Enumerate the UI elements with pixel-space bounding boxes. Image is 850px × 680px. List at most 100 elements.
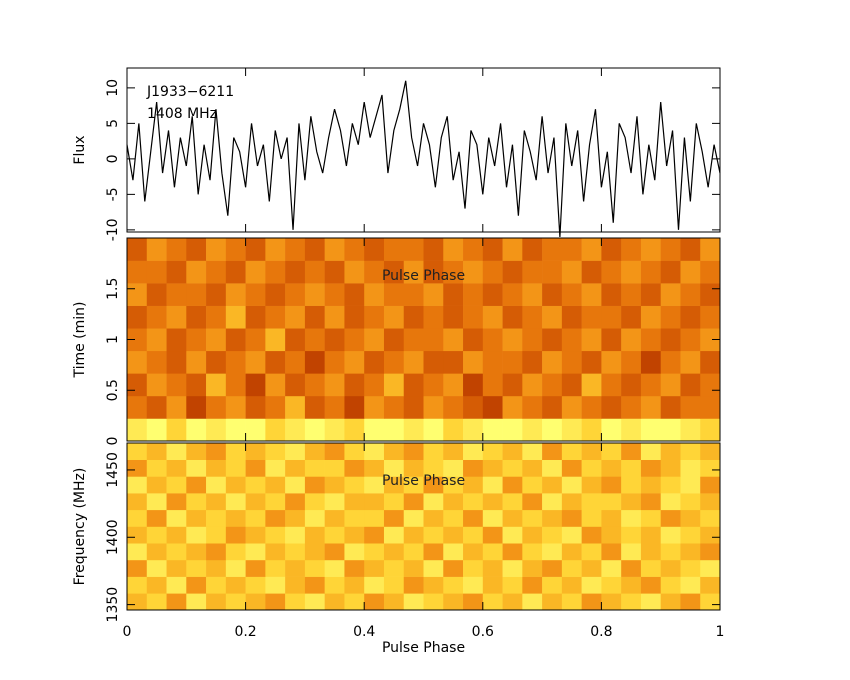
heat-cell bbox=[304, 283, 325, 306]
heat-cell bbox=[522, 476, 543, 494]
y-axis-label: Flux bbox=[72, 135, 88, 164]
heat-cell bbox=[324, 459, 345, 477]
heat-cell bbox=[522, 350, 543, 374]
heat-cell bbox=[502, 459, 523, 477]
heat-cell bbox=[324, 418, 345, 442]
heat-cell bbox=[186, 350, 207, 374]
heat-cell bbox=[542, 443, 563, 460]
heat-cell bbox=[206, 350, 227, 374]
heat-cell bbox=[463, 443, 484, 460]
heat-cell bbox=[463, 328, 484, 352]
heat-cell bbox=[186, 476, 207, 494]
heat-cell bbox=[601, 443, 622, 460]
heat-cell bbox=[601, 328, 622, 352]
heat-cell bbox=[285, 418, 306, 442]
heat-cell bbox=[285, 509, 306, 527]
heat-cell bbox=[542, 593, 563, 611]
heat-cell bbox=[186, 395, 207, 419]
heat-cell bbox=[265, 238, 286, 261]
heat-cell bbox=[463, 350, 484, 374]
heat-cell bbox=[364, 476, 385, 494]
heat-cell bbox=[542, 238, 563, 261]
heat-cell bbox=[403, 260, 424, 284]
heat-cell bbox=[502, 283, 523, 306]
heat-cell bbox=[344, 543, 365, 561]
heat-cell bbox=[601, 350, 622, 374]
heat-cell bbox=[561, 543, 582, 561]
heat-cell bbox=[443, 373, 464, 397]
heat-cell bbox=[245, 373, 266, 397]
heat-cell bbox=[383, 493, 405, 511]
heat-cell bbox=[522, 260, 543, 284]
heat-cell bbox=[245, 543, 266, 561]
x-tick-label: 0.8 bbox=[590, 624, 612, 640]
flux-line bbox=[126, 80, 721, 238]
heat-cell bbox=[561, 576, 582, 594]
heat-cell bbox=[304, 559, 325, 577]
heat-cell bbox=[542, 328, 563, 352]
heat-cell bbox=[146, 283, 167, 306]
heat-cell bbox=[265, 373, 286, 397]
heat-cell bbox=[443, 509, 464, 527]
heat-cell bbox=[522, 576, 543, 594]
heat-cell bbox=[285, 559, 306, 577]
heat-cell bbox=[225, 493, 246, 511]
heat-cell bbox=[304, 459, 325, 477]
heat-cell bbox=[383, 593, 405, 611]
heat-cell bbox=[482, 543, 503, 561]
heat-cell bbox=[364, 373, 385, 397]
heat-cell bbox=[186, 418, 207, 442]
y-tick-label: 1450 bbox=[105, 452, 121, 488]
heat-cell bbox=[206, 509, 227, 527]
heat-cell bbox=[285, 260, 306, 284]
heat-cell bbox=[265, 459, 286, 477]
x-tick-label: 1 bbox=[716, 624, 725, 640]
heat-cell bbox=[403, 526, 424, 544]
heat-cell bbox=[285, 526, 306, 544]
heat-cell bbox=[186, 509, 207, 527]
heat-cell bbox=[206, 238, 227, 261]
heat-cell bbox=[186, 443, 207, 460]
heat-cell bbox=[522, 459, 543, 477]
heat-cell bbox=[206, 283, 227, 306]
heat-cell bbox=[304, 418, 325, 442]
heat-cell bbox=[186, 283, 207, 306]
heat-cell bbox=[245, 283, 266, 306]
heat-cell bbox=[561, 328, 582, 352]
y-tick-label: 0 bbox=[105, 437, 121, 446]
heat-cell bbox=[680, 350, 701, 374]
heat-cell bbox=[482, 395, 503, 419]
heat-cell bbox=[364, 350, 385, 374]
heat-cell bbox=[364, 260, 385, 284]
heat-cell bbox=[621, 443, 642, 460]
heat-cell bbox=[621, 493, 642, 511]
heat-cell bbox=[522, 443, 543, 460]
heat-cell bbox=[463, 395, 484, 419]
heat-cell bbox=[680, 283, 701, 306]
heat-cell bbox=[285, 476, 306, 494]
heat-cell bbox=[502, 328, 523, 352]
heat-cell bbox=[502, 593, 523, 611]
heat-cell bbox=[324, 543, 345, 561]
heat-cell bbox=[146, 576, 167, 594]
heat-cell bbox=[700, 593, 721, 611]
heat-cell bbox=[680, 543, 701, 561]
heat-cell bbox=[206, 526, 227, 544]
heat-cell bbox=[423, 526, 444, 544]
heat-cell bbox=[225, 328, 246, 352]
heat-cell bbox=[364, 418, 385, 442]
heat-cell bbox=[522, 509, 543, 527]
heat-cell bbox=[522, 543, 543, 561]
source-name: J1933−6211 bbox=[146, 84, 234, 100]
heat-cell bbox=[186, 526, 207, 544]
heat-cell bbox=[621, 238, 642, 261]
heat-cell bbox=[166, 443, 187, 460]
heat-cell bbox=[206, 395, 227, 419]
heat-cell bbox=[680, 559, 701, 577]
heat-cell bbox=[304, 509, 325, 527]
heat-cell bbox=[265, 260, 286, 284]
heat-cell bbox=[344, 373, 365, 397]
heat-cell bbox=[700, 543, 721, 561]
heat-cell bbox=[324, 305, 345, 329]
annotation: Pulse Phase bbox=[382, 473, 465, 489]
